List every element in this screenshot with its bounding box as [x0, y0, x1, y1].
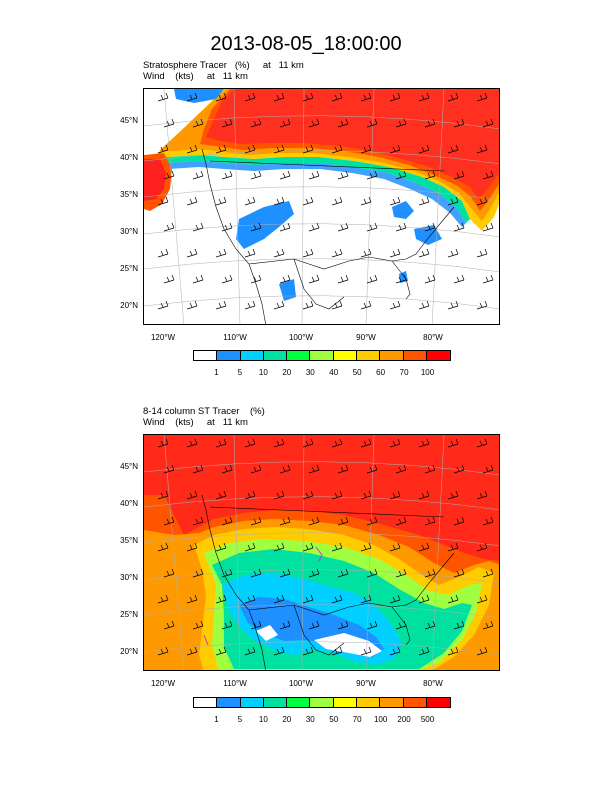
colorbar-label: 30	[305, 368, 315, 377]
panel1-lon-label: 110°W	[223, 333, 247, 342]
colorbar-swatch	[240, 698, 264, 707]
colorbar-swatch	[194, 698, 218, 707]
colorbar-label: 30	[305, 715, 315, 724]
colorbar-swatch	[333, 351, 357, 360]
panel1-lon-label: 100°W	[288, 333, 314, 342]
panel1-lat-label: 30°N	[120, 227, 138, 236]
colorbar-swatch	[287, 351, 311, 360]
colorbar-label: 1	[214, 715, 219, 724]
colorbar-swatch	[240, 351, 264, 360]
panel2-lat-label: 40°N	[120, 499, 138, 508]
colorbar-swatch	[380, 351, 404, 360]
colorbar-label: 60	[376, 368, 386, 377]
colorbar-label: 20	[282, 715, 292, 724]
colorbar-swatch	[403, 351, 427, 360]
panel2-lat-label: 25°N	[120, 610, 138, 619]
panel2-map	[143, 434, 500, 671]
panel2-subtitle-1: 8-14 column ST Tracer (%)	[143, 406, 265, 417]
colorbar-label: 200	[397, 715, 411, 724]
colorbar-label: 5	[237, 368, 243, 377]
panel2-lat-label: 20°N	[120, 647, 138, 656]
panel2-lon-label: 80°W	[423, 679, 443, 688]
colorbar-swatch	[287, 698, 311, 707]
colorbar-label: 70	[352, 715, 362, 724]
colorbar-label: 70	[399, 368, 409, 377]
panel2-lon-label: 90°W	[356, 679, 376, 688]
panel2-lon-label: 120°W	[150, 679, 176, 688]
panel1-map	[143, 88, 500, 325]
colorbar-swatch	[403, 698, 427, 707]
colorbar-label: 50	[352, 368, 362, 377]
colorbar-label: 50	[329, 715, 339, 724]
panel2-subtitle-2: Wind (kts) at 11 km	[143, 417, 248, 428]
panel2-lon-label: 100°W	[288, 679, 314, 688]
panel1-lat-label: 25°N	[120, 264, 138, 273]
panel1-lat-label: 45°N	[120, 116, 138, 125]
panel1-lat-label: 20°N	[120, 301, 138, 310]
colorbar-label: 500	[420, 715, 435, 724]
panel1-subtitle-2: Wind (kts) at 11 km	[143, 71, 248, 82]
colorbar-label: 1	[214, 368, 219, 377]
colorbar-swatch	[310, 698, 334, 707]
colorbar-swatch	[356, 351, 381, 360]
panel1-subtitle-1: Stratosphere Tracer (%) at 11 km	[143, 60, 304, 71]
colorbar-swatch	[217, 351, 241, 360]
colorbar-swatch	[426, 351, 451, 360]
colorbar-swatch	[333, 698, 357, 707]
colorbar-label: 40	[329, 368, 339, 377]
panel2-lat-label: 30°N	[120, 573, 138, 582]
panel1-lon-label: 80°W	[423, 333, 443, 342]
panel1-lat-label: 35°N	[120, 190, 138, 199]
colorbar-swatch	[356, 698, 381, 707]
page-title: 2013-08-05_18:00:00	[210, 33, 402, 55]
colorbar-label: 10	[258, 368, 268, 377]
panel2-lat-label: 35°N	[120, 536, 138, 545]
colorbar-swatch	[426, 698, 451, 707]
colorbar-swatch	[380, 698, 404, 707]
panel1-lon-label: 90°W	[356, 333, 376, 342]
colorbar-swatch	[217, 698, 241, 707]
colorbar-swatch	[194, 351, 218, 360]
panel1-lat-label: 40°N	[120, 153, 138, 162]
panel2-lat-label: 45°N	[120, 462, 138, 471]
colorbar-label: 100	[373, 715, 388, 724]
colorbar-swatch	[263, 698, 288, 707]
colorbar-label: 5	[237, 715, 243, 724]
panel1-colorbar	[193, 350, 451, 361]
colorbar-swatch	[310, 351, 334, 360]
panel2-colorbar	[193, 697, 451, 708]
panel2-lon-label: 110°W	[223, 679, 247, 688]
colorbar-label: 10	[258, 715, 268, 724]
colorbar-swatch	[263, 351, 288, 360]
panel1-lon-label: 120°W	[150, 333, 176, 342]
colorbar-label: 100	[420, 368, 435, 377]
colorbar-label: 20	[282, 368, 292, 377]
